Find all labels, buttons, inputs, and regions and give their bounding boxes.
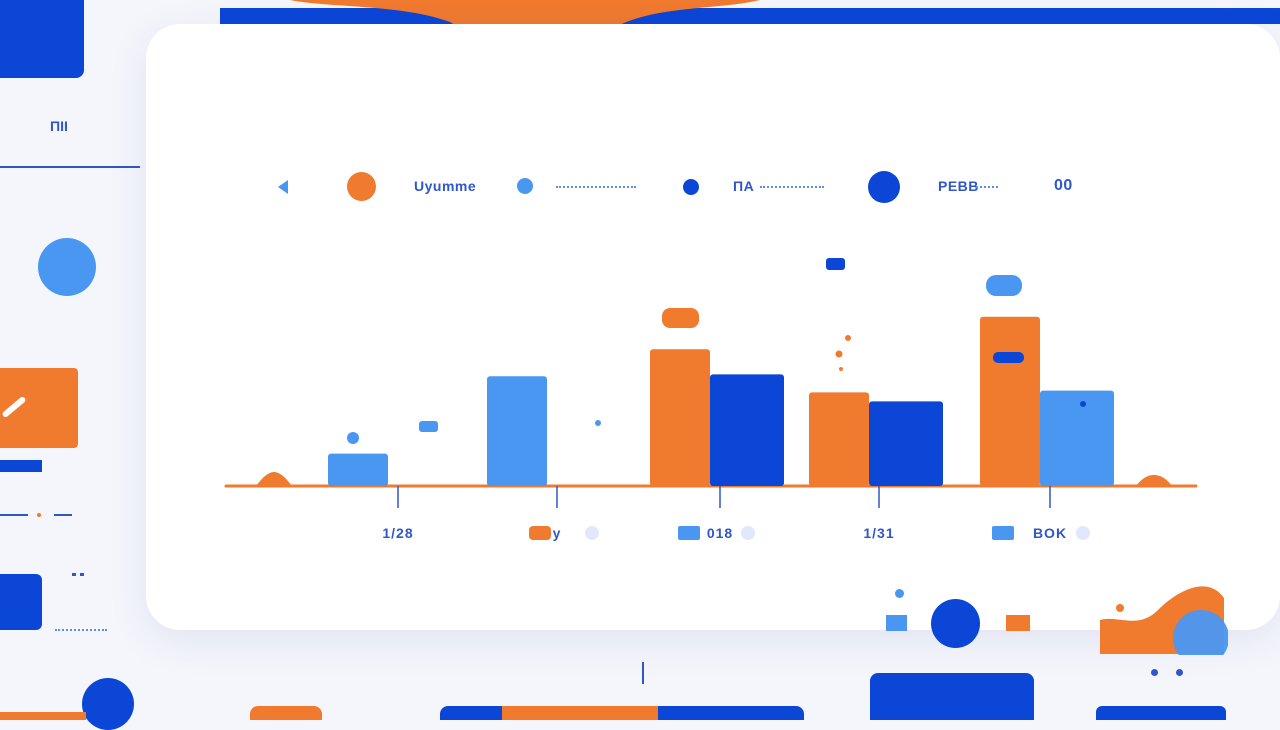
bottom-right-wave: [1100, 586, 1228, 655]
bar-1/31-2: [869, 401, 943, 486]
legend-light-blue-dot-icon: [517, 178, 533, 194]
bottom-dot-2: [1151, 669, 1158, 676]
legend-label-3: ΠΑ: [733, 178, 755, 194]
floating-tag-1: [826, 258, 845, 270]
legend-dark-blue-dot-icon: [683, 179, 699, 195]
floating-dot-6: [845, 335, 851, 341]
tick-chip-orange: [529, 526, 551, 540]
legend-label-4: ΡΕΒΒ: [938, 178, 979, 194]
bar-1/31-0: [809, 392, 869, 486]
bottom-tab-bar[interactable]: [440, 706, 804, 720]
bar-1/28-1: [328, 453, 388, 486]
bar-BOK-0: [980, 316, 1040, 486]
chart-card: [146, 24, 1280, 630]
sidebar-divider: [0, 166, 140, 168]
bottom-circle: [931, 599, 980, 648]
x-tick-label-2: 018: [707, 525, 733, 541]
bottom-tab-3[interactable]: [658, 706, 804, 720]
legend-dotted-3: [976, 186, 998, 188]
sidebar-bottom-block: [0, 574, 42, 630]
bottom-square-2: [1006, 615, 1030, 631]
floating-dot-8: [839, 367, 843, 371]
tick-chip-blue-2: [992, 526, 1014, 540]
sidebar-avatar[interactable]: [38, 238, 96, 296]
floating-dot-7: [835, 350, 843, 358]
bottom-left-circle: [82, 678, 134, 730]
tick-dot-3: [1076, 526, 1090, 540]
bar-018-0: [650, 349, 710, 486]
tick-chip-blue-1: [678, 526, 700, 540]
legend-label-5: 00: [1054, 177, 1073, 194]
tick-dot-1: [585, 526, 599, 540]
corner-blue-block: [0, 0, 84, 78]
floating-dot-5: [1080, 401, 1086, 407]
sidebar-edit-button[interactable]: [0, 368, 78, 448]
floating-dot-2: [595, 420, 601, 426]
bottom-dot-1: [895, 589, 904, 598]
bar-BOK-1: [1040, 390, 1114, 486]
sidebar-rule-dot: [37, 513, 41, 517]
floating-tag-2: [986, 275, 1022, 296]
x-tick-label-4: BOK: [1033, 525, 1067, 541]
bottom-orange-pill: [250, 706, 322, 720]
sidebar-bottom-rule: [55, 629, 107, 631]
baseline-bump-left: [256, 472, 292, 486]
sidebar-rule-left: [0, 514, 28, 516]
bottom-panel-right: [870, 673, 1034, 720]
sidebar-bar: [0, 460, 42, 472]
bottom-dot-3: [1176, 669, 1183, 676]
bottom-square-1: [886, 615, 907, 631]
legend-orange-dot-icon: [347, 172, 376, 201]
x-tick-label-3: 1/31: [863, 525, 894, 541]
bottom-divider-tick: [642, 662, 644, 684]
bottom-panel-far-right: [1096, 706, 1226, 720]
floating-tag-3: [662, 308, 699, 328]
floating-dot-1: [347, 432, 359, 444]
bottom-tab-1[interactable]: [440, 706, 502, 720]
legend-navy-dot-icon: [868, 171, 900, 203]
baseline-bump-right: [1136, 475, 1172, 486]
bottom-left-bar: [0, 712, 86, 720]
sidebar-label: ΠΙΙ: [50, 118, 68, 134]
legend-label-1: Uyumme: [414, 178, 477, 194]
floating-tag-5: [419, 421, 438, 432]
x-tick-label-1: y: [553, 525, 562, 541]
bottom-tab-2[interactable]: [502, 706, 658, 720]
tick-dot-2: [741, 526, 755, 540]
bar-y-1: [487, 376, 547, 486]
legend-dotted-2: [760, 186, 824, 188]
sidebar-tiny-dots: [72, 573, 84, 579]
floating-tag-4: [993, 352, 1024, 363]
floating-dot-3: [751, 387, 757, 393]
bar-018-2: [710, 374, 784, 486]
sidebar-rule-right: [54, 514, 72, 516]
legend-dotted-1: [556, 186, 636, 188]
x-tick-label-0: 1/28: [382, 525, 413, 541]
floating-dot-4: [914, 414, 920, 420]
back-arrow-icon[interactable]: [278, 180, 290, 194]
